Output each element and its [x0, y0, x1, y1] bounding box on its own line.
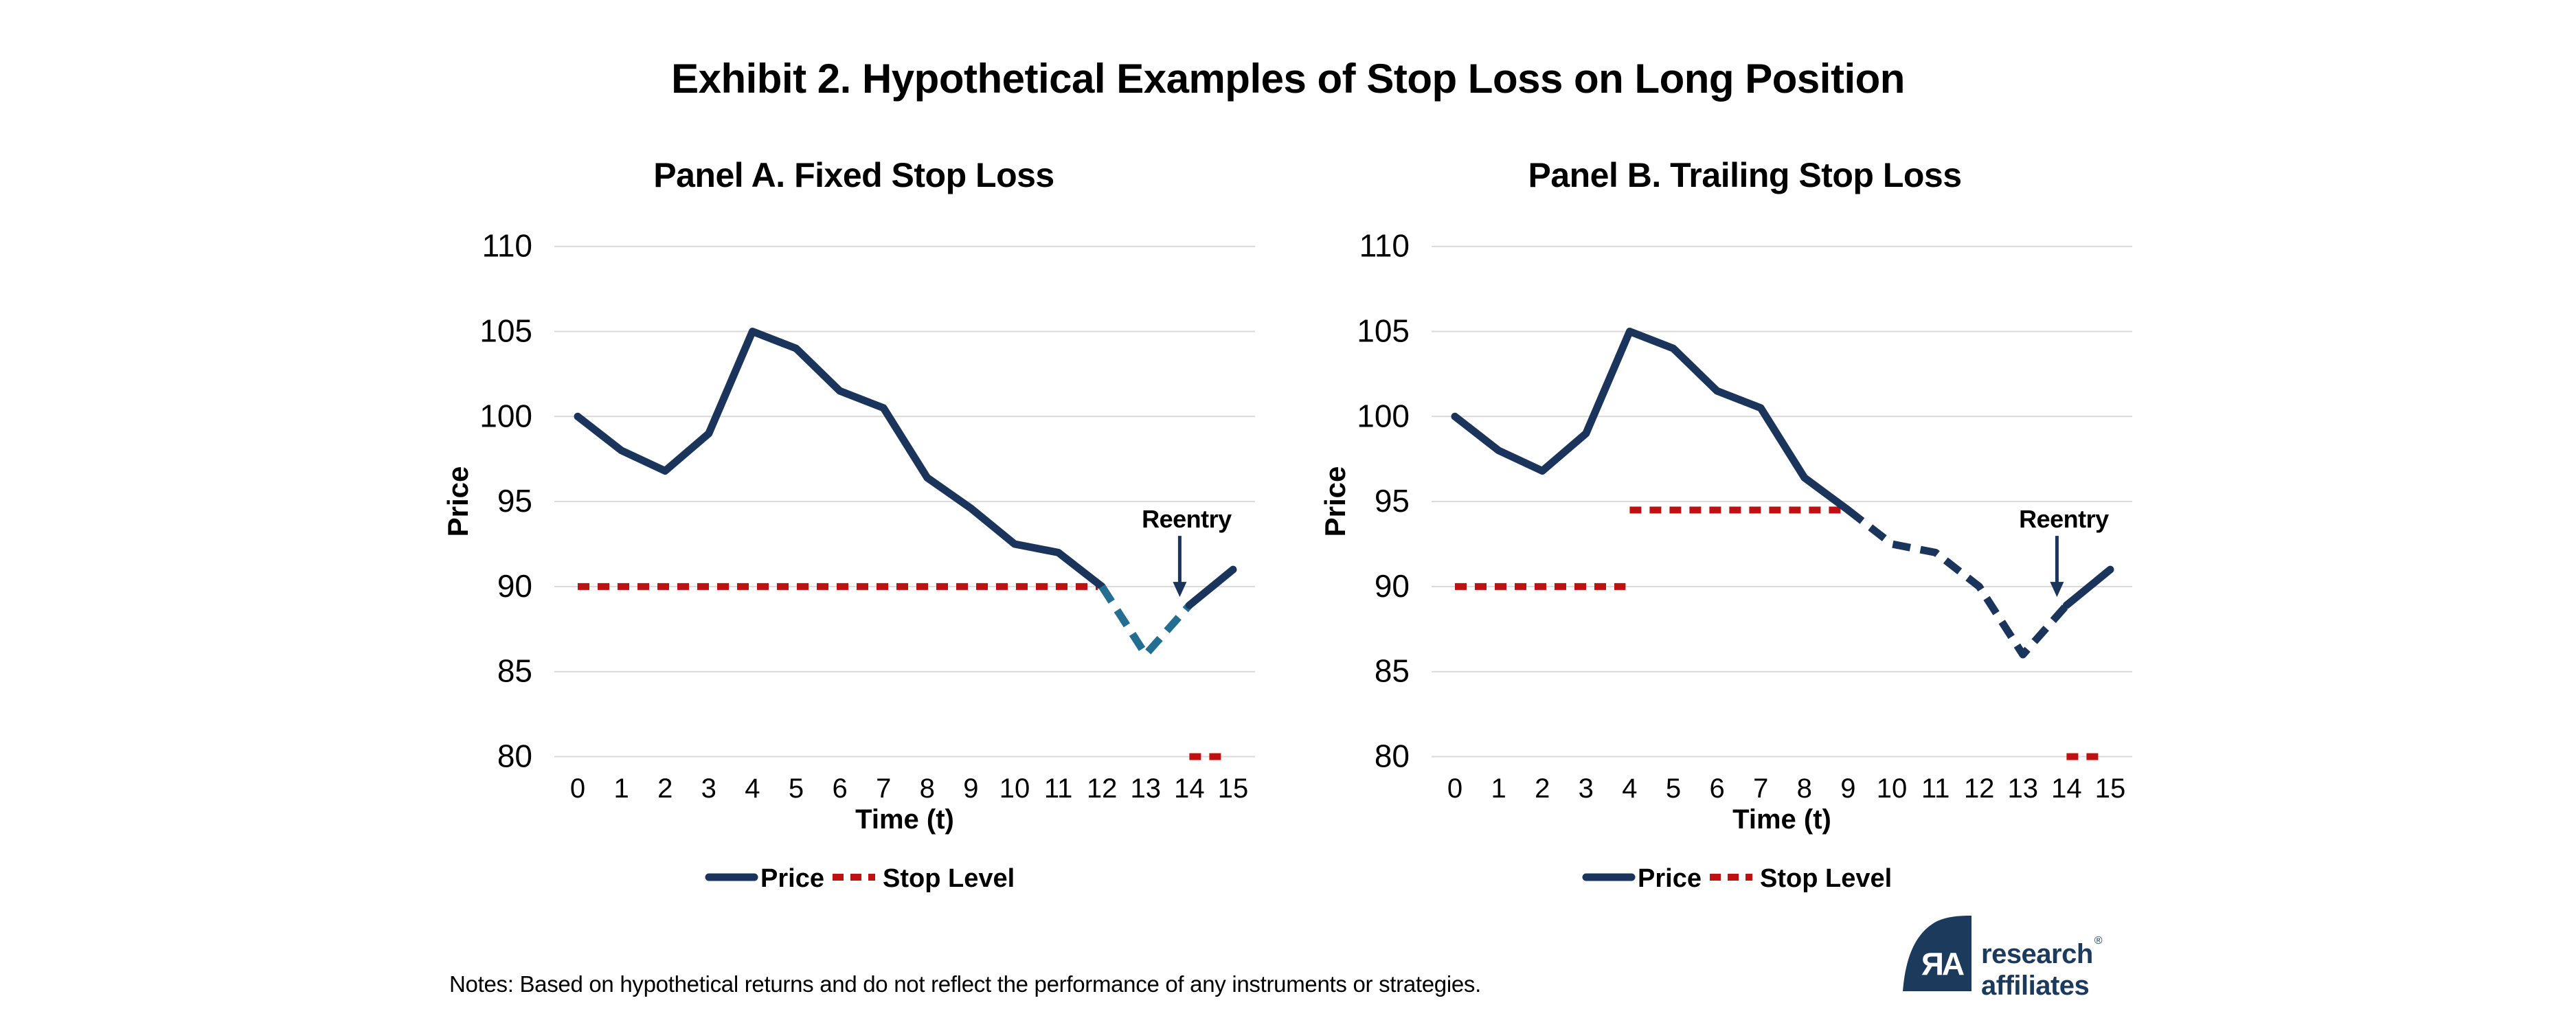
x-tick-label: 9	[1840, 773, 1855, 804]
x-tick-label: 15	[2095, 773, 2126, 804]
y-tick-label: 100	[1357, 398, 1410, 433]
x-tick-label: 12	[1087, 773, 1118, 804]
company-logo: ЯA research ® affiliates	[1903, 916, 2103, 1002]
legend-price-label: Price	[1638, 864, 1702, 893]
reentry-label: Reentry	[2019, 505, 2109, 533]
x-tick-label: 6	[832, 773, 847, 804]
x-tick-label: 10	[999, 773, 1030, 804]
y-tick-label: 100	[479, 398, 532, 433]
reentry-label: Reentry	[1142, 505, 1232, 533]
y-tick-label: 85	[497, 653, 532, 689]
x-tick-label: 5	[1666, 773, 1681, 804]
price-line-held	[1451, 328, 1852, 514]
notes-text: Notes: Based on hypothetical returns and…	[449, 971, 1482, 997]
x-tick-label: 11	[1921, 773, 1950, 804]
y-tick-label: 85	[1375, 653, 1410, 689]
y-tick-label: 80	[1375, 738, 1410, 774]
y-tick-label: 95	[1375, 483, 1410, 519]
reentry-arrowhead	[1173, 582, 1187, 598]
registered-mark: ®	[2094, 935, 2103, 947]
x-tick-label: 8	[1797, 773, 1812, 804]
y-tick-label: 110	[1359, 228, 1410, 264]
x-tick-label: 7	[1753, 773, 1768, 804]
legend-price-label: Price	[760, 864, 824, 893]
logo-line-2: affiliates	[1981, 971, 2090, 1001]
price-line-after-reentry	[1185, 565, 1237, 609]
y-tick-label: 105	[479, 313, 532, 349]
x-tick-label: 4	[1622, 773, 1637, 804]
x-tick-label: 2	[1535, 773, 1550, 804]
x-tick-label: 9	[963, 773, 978, 804]
x-axis-title: Time (t)	[1732, 804, 1831, 835]
x-tick-label: 13	[2008, 773, 2039, 804]
legend-stop-label: Stop Level	[1760, 864, 1892, 893]
x-tick-label: 7	[876, 773, 891, 804]
x-tick-label: 3	[701, 773, 716, 804]
panel-b-title: Panel B. Trailing Stop Loss	[1528, 156, 1962, 194]
x-tick-label: 4	[745, 773, 760, 804]
price-line-held	[574, 328, 1106, 591]
logo-wordmark: research ® affiliates	[1981, 925, 2103, 1002]
x-tick-label: 1	[1491, 773, 1506, 804]
y-tick-label: 110	[482, 228, 532, 264]
x-tick-label: 2	[657, 773, 673, 804]
x-tick-label: 0	[1447, 773, 1462, 804]
y-axis-title: Price	[1319, 466, 1351, 537]
y-tick-label: 95	[497, 483, 532, 519]
x-tick-label: 10	[1877, 773, 1908, 804]
y-tick-label: 90	[1375, 568, 1410, 604]
x-tick-label: 14	[2051, 773, 2082, 804]
panel-a-title: Panel A. Fixed Stop Loss	[653, 156, 1054, 194]
price-line-stopped-out	[1846, 507, 2070, 659]
x-tick-label: 13	[1131, 773, 1162, 804]
exhibit-title: Exhibit 2. Hypothetical Examples of Stop…	[671, 56, 1905, 102]
x-axis-title: Time (t)	[855, 804, 954, 835]
x-tick-label: 14	[1174, 773, 1205, 804]
x-tick-label: 6	[1709, 773, 1724, 804]
x-tick-label: 12	[1964, 773, 1995, 804]
price-line-after-reentry	[2062, 565, 2114, 609]
x-tick-label: 0	[570, 773, 585, 804]
logo-line-1: research ®	[1981, 935, 2103, 969]
reentry-arrowhead	[2050, 582, 2064, 598]
x-tick-label: 3	[1579, 773, 1594, 804]
x-tick-label: 5	[789, 773, 804, 804]
y-axis-title: Price	[442, 466, 474, 537]
price-line-stopped-out	[1098, 584, 1193, 659]
x-tick-label: 1	[613, 773, 629, 804]
logo-sail-mark: ЯA	[1903, 916, 1971, 991]
x-tick-label: 11	[1044, 773, 1073, 804]
x-tick-label: 8	[920, 773, 935, 804]
logo-monogram: ЯA	[1921, 946, 1964, 982]
y-tick-label: 105	[1357, 313, 1410, 349]
x-tick-label: 15	[1218, 773, 1249, 804]
y-tick-label: 90	[497, 568, 532, 604]
legend-stop-label: Stop Level	[883, 864, 1015, 893]
y-tick-label: 80	[497, 738, 532, 774]
sail-shape	[1903, 916, 1971, 991]
